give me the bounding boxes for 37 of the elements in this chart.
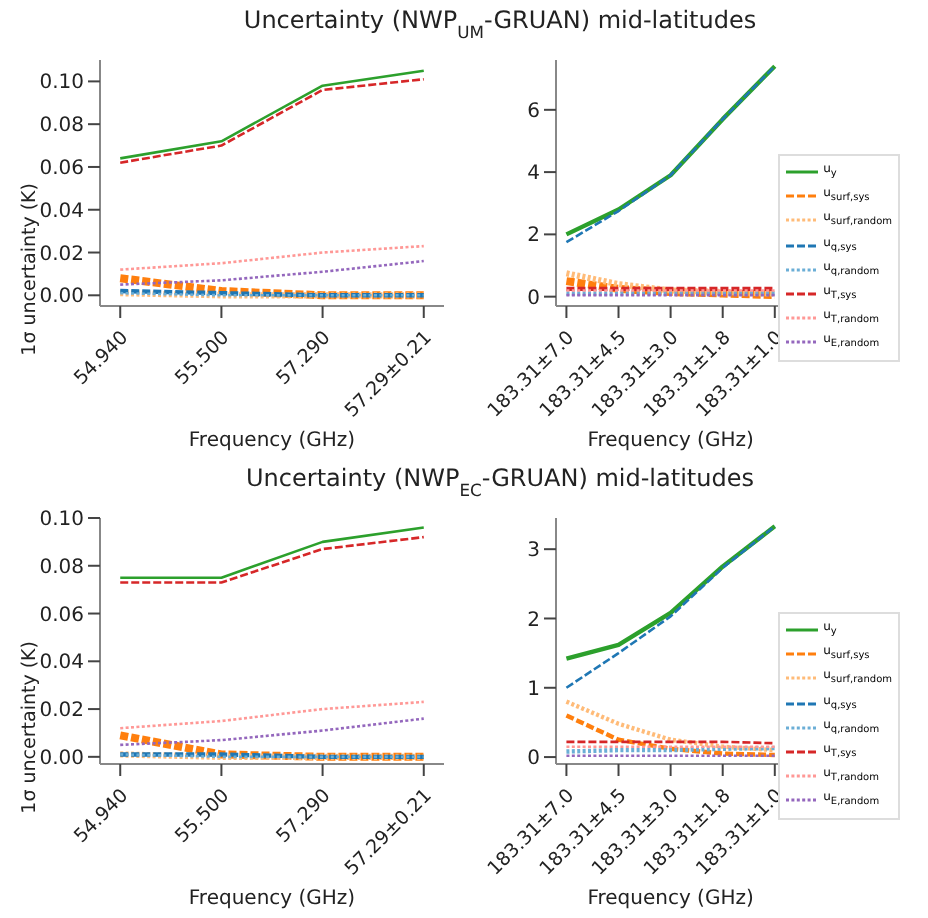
text: Uncertainty (NWP$_{UM}$-GRUAN) mid-latitudes	[243, 6, 757, 42]
y-tick-label: 0.04	[39, 652, 84, 675]
y-tick-label: 0.00	[39, 286, 84, 309]
y-tick-label: 2	[527, 609, 540, 632]
y-tick-label: 0	[527, 748, 540, 771]
line-series	[565, 525, 777, 690]
y-axis-title: 1σ uncertainty (K)	[18, 183, 41, 356]
x-axis-title: Frequency (GHz)	[188, 888, 356, 910]
y-tick-label: 2	[527, 225, 540, 248]
y-tick-label: 0.00	[39, 747, 84, 770]
x-axis-title: Frequency (GHz)	[188, 430, 356, 452]
y-tick-label: 0.04	[39, 200, 84, 223]
y-tick-label: 0.02	[39, 700, 84, 723]
line-series	[118, 244, 426, 271]
x-axis-title: Frequency (GHz)	[587, 430, 754, 452]
y-tick-label: 0	[527, 287, 540, 310]
line-series	[118, 717, 426, 747]
line-series	[564, 699, 777, 753]
text: Uncertainty (NWP$_{EC}$-GRUAN) mid-latitudes	[246, 464, 754, 500]
y-tick-label: 4	[527, 163, 540, 186]
line-series	[563, 270, 778, 297]
line-series	[564, 713, 777, 758]
x-axis-title: Frequency (GHz)	[587, 888, 754, 910]
line-series	[118, 259, 426, 286]
line-series	[564, 524, 777, 661]
line-series	[118, 700, 426, 730]
y-tick-label: 0.10	[39, 72, 84, 95]
y-tick-label: 0.02	[39, 243, 84, 266]
y-tick-label: 3	[527, 540, 540, 563]
y-axis-title: 1σ uncertainty (K)	[18, 641, 41, 814]
y-tick-label: 0.08	[39, 556, 84, 579]
y-tick-label: 0.10	[39, 509, 84, 532]
y-tick-label: 6	[527, 100, 540, 123]
y-tick-label: 0.06	[39, 158, 84, 181]
y-tick-label: 1	[527, 678, 540, 701]
y-tick-label: 0.06	[39, 604, 84, 627]
y-tick-label: 0.08	[39, 115, 84, 138]
